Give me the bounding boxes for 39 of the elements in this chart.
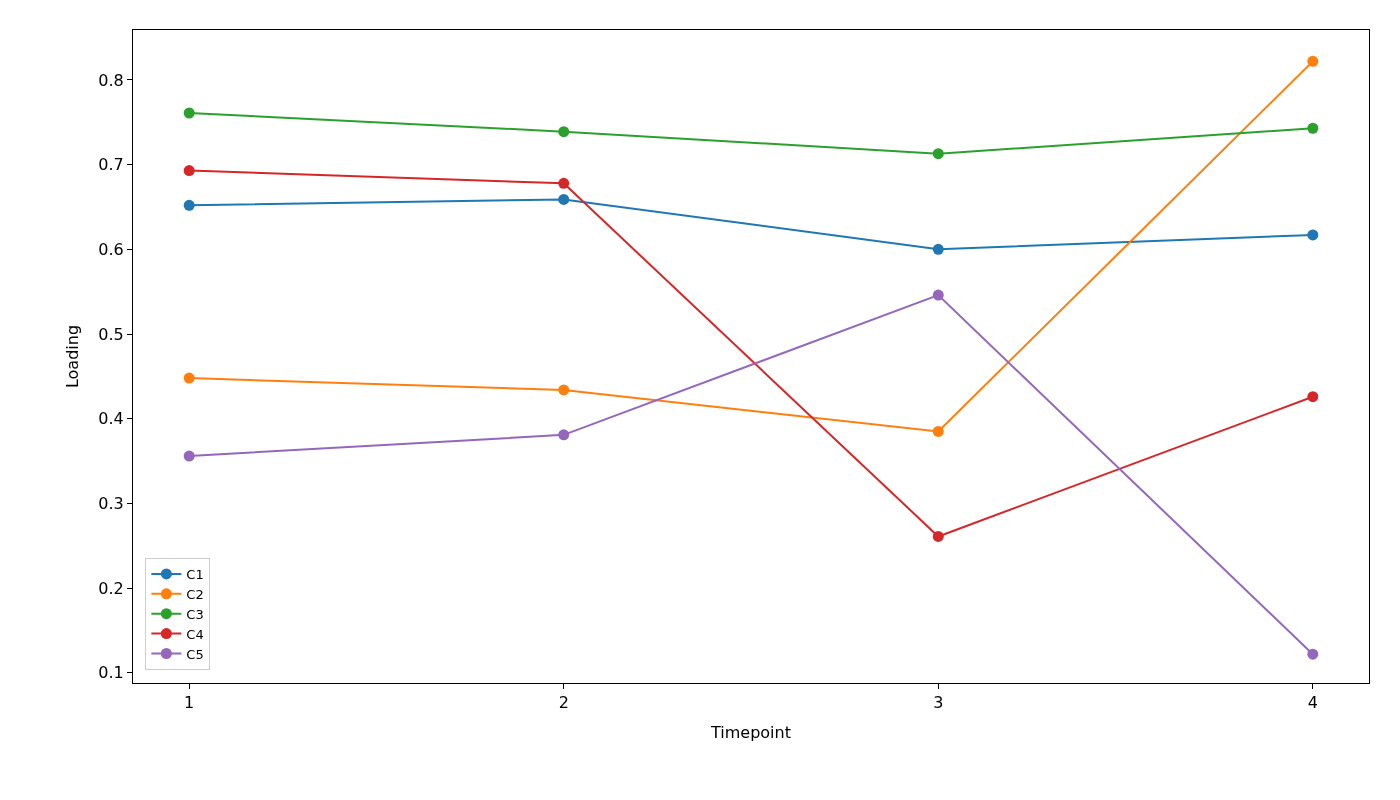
legend-label: C1	[186, 566, 204, 582]
point	[932, 148, 944, 160]
point	[183, 165, 195, 177]
y-tick-label: 0.1	[98, 663, 124, 683]
y-tick-label: 0.2	[98, 578, 124, 598]
point	[932, 530, 944, 542]
x-axis-title: Timepoint	[710, 722, 791, 742]
point	[558, 193, 570, 205]
y-tick-label: 0.8	[98, 70, 124, 90]
point	[183, 107, 195, 119]
legend-label: C5	[186, 646, 204, 662]
x-tick-label: 4	[1307, 693, 1318, 713]
y-tick-label: 0.5	[98, 324, 124, 344]
point	[183, 372, 195, 384]
point	[1307, 648, 1319, 660]
point	[1307, 391, 1319, 403]
point	[183, 199, 195, 211]
legend-label: C4	[186, 626, 204, 642]
legend-label: C3	[186, 606, 204, 622]
y-tick-label: 0.6	[98, 239, 124, 259]
y-tick-label: 0.7	[98, 155, 124, 175]
point	[932, 425, 944, 437]
point	[1307, 55, 1319, 67]
y-tick-label: 0.3	[98, 494, 124, 514]
point	[183, 450, 195, 462]
point	[558, 177, 570, 189]
x-tick-label: 1	[184, 693, 195, 713]
x-tick-label: 3	[933, 693, 944, 713]
legend-label: C2	[186, 586, 204, 602]
point	[1307, 229, 1319, 241]
x-tick-label: 2	[558, 693, 569, 713]
point	[932, 243, 944, 255]
point	[558, 429, 570, 441]
y-axis-title: Loading	[63, 324, 83, 389]
point	[558, 384, 570, 396]
point	[558, 126, 570, 138]
y-tick-label: 0.4	[98, 409, 124, 429]
point	[1307, 122, 1319, 134]
point	[932, 289, 944, 301]
